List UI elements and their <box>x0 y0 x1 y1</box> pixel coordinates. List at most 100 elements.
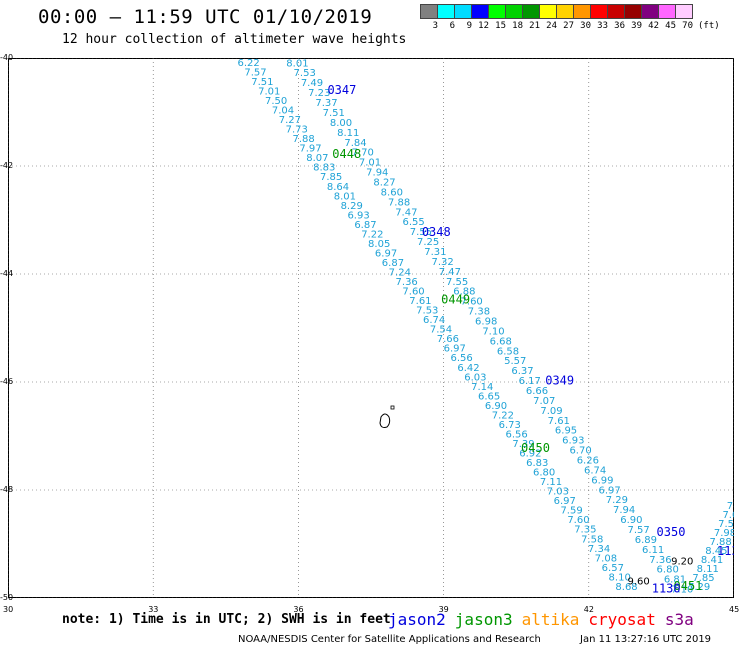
legend-label: 27 <box>563 21 574 31</box>
legend-swatch <box>590 4 608 19</box>
swh-value-track-a: 6.22 <box>238 58 260 69</box>
swh-value-track-a: 6.87 <box>382 258 404 269</box>
pass-time-label: 0350 <box>657 525 686 539</box>
swh-value-track-c: 7.50 <box>718 519 734 530</box>
swh-value-track-c: 7.29 <box>688 582 710 593</box>
swh-value-track-b: 6.88 <box>453 287 475 298</box>
lat-tick-label: -44 <box>0 269 14 278</box>
pass-time-label: 113 <box>717 544 734 558</box>
satellite-name: altika <box>521 610 580 629</box>
swh-value-track-a: 7.36 <box>396 277 418 288</box>
lat-tick-label: -42 <box>0 161 14 170</box>
swh-value-track-b: 7.47 <box>279 58 301 59</box>
legend-swatch <box>624 4 642 19</box>
legend-swatch <box>522 4 540 19</box>
swh-value-track-b: 5.57 <box>504 356 526 367</box>
swh-value-track-b: 7.07 <box>533 396 555 407</box>
swh-value-track-b: 7.60 <box>461 297 483 308</box>
swh-value-track-a: 7.73 <box>286 125 308 136</box>
swh-value-track-b: 7.29 <box>606 495 628 506</box>
swh-value-track-b: 6.55 <box>402 217 424 228</box>
swh-value-track-a: 7.04 <box>272 106 294 117</box>
legend-label: 24 <box>546 21 557 31</box>
legend-swatch <box>556 4 574 19</box>
swh-value-track-b: 6.80 <box>657 565 679 576</box>
swh-value-track-b: 8.27 <box>373 177 395 188</box>
swh-value-track-b: 7.49 <box>301 78 323 89</box>
satellite-name: jason2 <box>388 610 446 629</box>
pass-time-label: 0451 <box>674 579 703 593</box>
swh-value-track-a: 8.29 <box>341 201 363 212</box>
swh-value-track-b: 6.74 <box>584 465 606 476</box>
swh-value-track-c: 7.85 <box>692 573 714 584</box>
swh-value-track-b: 7.38 <box>468 307 490 318</box>
swh-value-track-b: 7.55 <box>410 227 432 238</box>
swh-value-track-b: 8.00 <box>330 118 352 129</box>
lon-tick-label: 42 <box>583 605 594 614</box>
pass-time-label: 0450 <box>521 441 550 455</box>
pass-time-label: 0346 <box>306 58 335 59</box>
swh-value-track-b: 6.68 <box>490 336 512 347</box>
swh-value-track-a: 8.01 <box>334 191 356 202</box>
lon-tick-label: 36 <box>293 605 304 614</box>
swh-value-track-c: 7.0 <box>722 510 734 521</box>
swh-value-track-a: 7.11 <box>540 477 562 488</box>
swh-value-track-b: 7.61 <box>548 416 570 427</box>
credit-line: NOAA/NESDIS Center for Satellite Applica… <box>238 634 541 645</box>
swh-value-track-a: 7.97 <box>299 144 321 155</box>
swh-value-track-a: 6.65 <box>478 391 500 402</box>
legend-label: (ft) <box>698 21 720 31</box>
swh-value-track-b: 7.53 <box>294 68 316 79</box>
swh-value-highlight: 9.60 <box>628 577 650 588</box>
satellite-name: cryosat <box>588 610 656 629</box>
swh-value-track-a: 6.97 <box>444 344 466 355</box>
swh-value-track-a: 6.97 <box>554 496 576 507</box>
page-subtitle: 12 hour collection of altimeter wave hei… <box>62 32 407 47</box>
island-outline <box>390 405 395 410</box>
swh-value-track-b: 7.32 <box>432 257 454 268</box>
swh-value-track-b: 6.26 <box>577 456 599 467</box>
swh-value-track-b: 7.70 <box>352 148 374 159</box>
swh-value-track-a: 7.58 <box>231 58 253 59</box>
swh-value-track-c: 7.88 <box>710 537 732 548</box>
swh-value-track-a: 6.83 <box>526 458 548 469</box>
swh-value-track-b: 6.70 <box>569 446 591 457</box>
swh-value-track-b: 6.90 <box>620 515 642 526</box>
lon-tick-label: 30 <box>3 605 14 614</box>
swh-value-track-a: 7.39 <box>512 439 534 450</box>
swh-value-track-b: 6.37 <box>511 366 533 377</box>
lat-tick-label: -50 <box>0 593 14 602</box>
swh-value-track-a: 8.05 <box>368 239 390 250</box>
swh-value-track-a: 7.08 <box>595 553 617 564</box>
swh-value-track-a: 7.88 <box>292 134 314 145</box>
swh-value-track-a: 7.66 <box>437 334 459 345</box>
swh-value-track-b: 7.10 <box>671 585 693 596</box>
lon-tick-label: 33 <box>148 605 159 614</box>
swh-value-track-a: 6.93 <box>347 210 369 221</box>
swh-value-track-a: 7.59 <box>560 506 582 517</box>
lat-tick-label: -40 <box>0 53 14 62</box>
swh-value-track-b: 8.01 <box>286 58 308 69</box>
swh-value-track-a: 7.60 <box>567 515 589 526</box>
swh-value-track-a: 7.54 <box>430 325 452 336</box>
swh-value-track-a: 7.60 <box>402 287 424 298</box>
legend-label: 18 <box>512 21 523 31</box>
swh-value-track-a: 7.22 <box>361 229 383 240</box>
swh-value-track-b: 7.25 <box>417 237 439 248</box>
swh-value-track-b: 7.10 <box>482 326 504 337</box>
legend-label: 15 <box>495 21 506 31</box>
swh-value-track-c: 7.7 <box>727 501 734 512</box>
swh-value-track-b: 7.51 <box>323 108 345 119</box>
swh-value-track-a: 8.10 <box>609 572 631 583</box>
swh-value-track-a: 7.50 <box>265 96 287 107</box>
swh-value-track-c: 8.11 <box>697 564 719 575</box>
pass-time-label: 1130 <box>652 582 681 596</box>
legend-label: 30 <box>580 21 591 31</box>
swh-value-track-a: 7.85 <box>320 172 342 183</box>
pass-time-label: 0449 <box>441 293 470 307</box>
legend-swatch <box>539 4 557 19</box>
pass-time-label: 0448 <box>332 147 361 161</box>
swh-value-track-a: 6.80 <box>533 468 555 479</box>
legend-swatch <box>454 4 472 19</box>
swh-value-track-a: 6.56 <box>505 429 527 440</box>
